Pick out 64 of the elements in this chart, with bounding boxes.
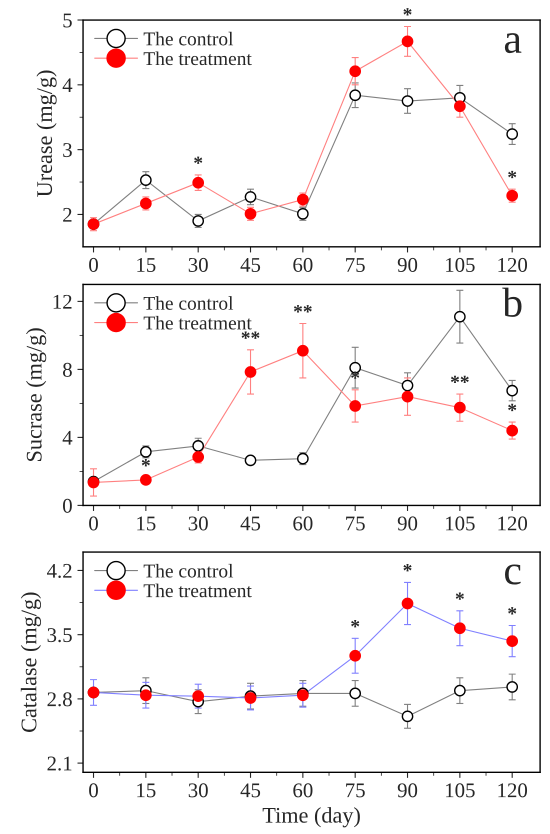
y-axis-title: Urease (mg/g) [36, 70, 57, 197]
annotation: c [505, 564, 521, 585]
x-axis-title: Time (day) [262, 807, 360, 828]
y-tick-label: 8 [63, 362, 72, 377]
x-tick-label: 90 [398, 516, 418, 530]
x-tick-label: 75 [346, 784, 365, 798]
annotation: * [351, 620, 360, 628]
x-tick-label: 75 [346, 258, 365, 272]
annotation: * [508, 607, 516, 614]
y-tick-label: 3 [63, 143, 72, 158]
x-tick-label: 45 [240, 516, 260, 530]
x-tick-label: 45 [240, 258, 260, 272]
y-tick-label: 2.8 [48, 692, 72, 706]
x-tick-label: 15 [137, 258, 156, 272]
annotation: * [456, 592, 464, 600]
x-tick-label: 60 [293, 516, 312, 530]
x-tick-label: 0 [89, 516, 98, 530]
annotation: ** [242, 331, 260, 339]
x-tick-label: 90 [398, 258, 418, 272]
legend-label: The treatment [144, 52, 252, 66]
annotation: * [403, 564, 412, 572]
x-tick-label: 15 [137, 516, 156, 530]
y-axis-title: Catalase (mg/g) [20, 592, 42, 732]
annotation: * [194, 156, 202, 164]
x-tick-label: 0 [89, 783, 98, 798]
legend-label: The control [144, 564, 234, 578]
annotation: ** [294, 305, 312, 312]
annotation: b [502, 288, 522, 317]
x-tick-label: 120 [498, 516, 528, 530]
y-tick-label: 12 [54, 294, 72, 309]
y-tick-label: 4.2 [47, 564, 72, 578]
x-tick-label: 75 [346, 516, 365, 530]
y-tick-label: 2.1 [48, 756, 72, 771]
annotation: ** [450, 376, 469, 384]
annotation: a [504, 33, 522, 54]
x-tick-label: 90 [398, 783, 418, 798]
x-tick-label: 105 [446, 258, 475, 272]
y-tick-label: 0 [63, 498, 72, 513]
x-tick-label: 30 [188, 783, 208, 798]
annotation: * [403, 8, 412, 16]
x-tick-label: 120 [498, 258, 528, 272]
x-tick-label: 105 [446, 783, 475, 798]
x-tick-label: 60 [293, 783, 312, 798]
annotation: * [508, 404, 516, 412]
y-tick-label: 3.5 [48, 628, 72, 642]
y-axis-title: Sucrase (mg/g) [26, 328, 46, 461]
legend-label: The treatment [144, 316, 252, 330]
x-tick-label: 120 [498, 783, 528, 798]
x-tick-label: 0 [89, 258, 98, 272]
annotation: * [508, 170, 516, 178]
x-tick-label: 30 [188, 258, 208, 272]
y-tick-label: 5 [63, 14, 72, 28]
legend-label: The control [144, 296, 234, 310]
x-tick-label: 15 [137, 783, 156, 798]
legend-label: The treatment [144, 584, 252, 598]
x-tick-label: 105 [446, 516, 475, 530]
y-tick-label: 4 [62, 78, 72, 92]
annotation: * [142, 458, 150, 466]
x-tick-label: 45 [240, 783, 260, 798]
x-tick-label: 30 [188, 516, 208, 530]
y-tick-label: 4 [62, 430, 72, 445]
legend-label: The control [144, 32, 234, 46]
x-tick-label: 60 [293, 258, 312, 272]
y-tick-label: 2 [63, 208, 72, 222]
